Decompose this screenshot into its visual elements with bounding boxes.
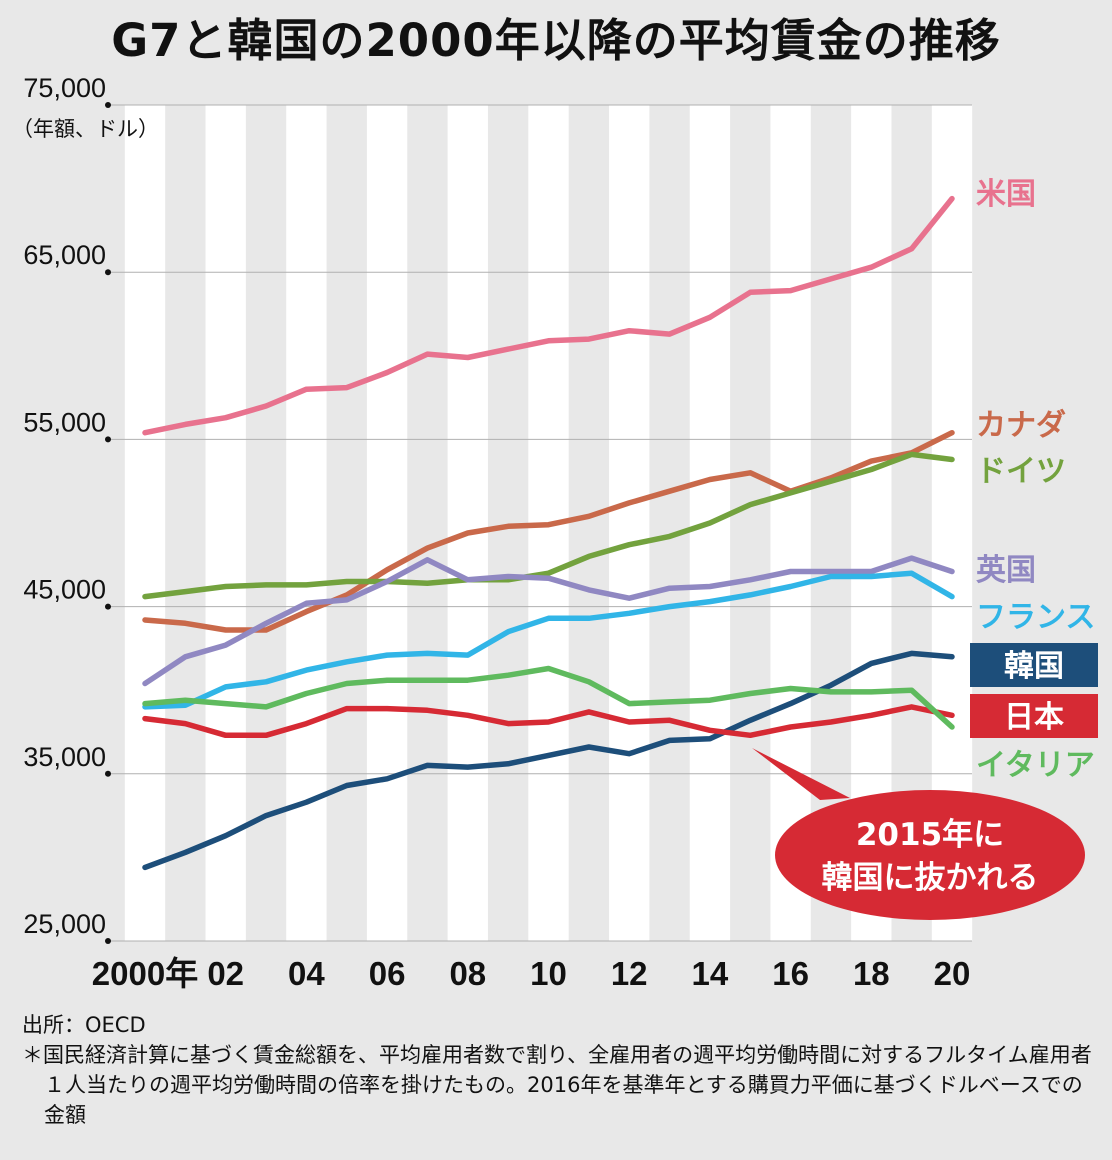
x-tick-label: 12 [611,955,648,992]
notes: 出所：OECD ＊国民経済計算に基づく賃金総額を、平均雇用者数で割り、全雇用者の… [22,1010,1102,1130]
callout-line-1: 2015年に [856,817,1004,853]
x-tick-label: 10 [530,955,567,992]
y-tick-dot [105,102,111,108]
x-tick-label: 20 [934,955,971,992]
stripe [609,105,650,941]
footnote: ＊国民経済計算に基づく賃金総額を、平均雇用者数で割り、全雇用者の週平均労働時間に… [22,1043,1092,1127]
horizontal-gridlines [108,104,972,942]
series-lines [142,195,955,871]
y-tick-label: 45,000 [23,575,106,605]
series-line-ドイツ [142,451,955,600]
y-tick-label: 65,000 [23,240,106,270]
x-tick-label: 02 [207,955,244,992]
series-label-フランス: フランス [976,600,1095,635]
series-line-米国 [142,195,955,436]
annotation-callout: 2015年に 韓国に抜かれる [752,748,1085,920]
series-label-カナダ: カナダ [976,408,1066,443]
stripe [447,105,488,941]
line-chart: 25,000 35,000 45,000 55,000 65,000 75,000 （年額… [12,73,1098,992]
y-tick-dot [105,938,111,944]
series-line-英国 [142,555,955,687]
series-label-日本: 日本 [1004,700,1064,735]
series-line-フランス [142,570,955,710]
y-tick-label: 75,000 [23,73,106,103]
y-unit-label: （年額、ドル） [12,117,159,141]
y-tick-dot [105,436,111,443]
y-tick-dot [105,770,111,777]
source-note: 出所：OECD [22,1013,146,1037]
callout-bubble [775,790,1085,920]
x-tick-label: 08 [449,955,486,992]
stripe [286,105,327,941]
x-tick-label: 14 [692,955,729,992]
y-tick-dot [105,269,111,276]
series-label-英国: 英国 [976,553,1036,588]
x-axis: 2000年 02 04 06 08 10 12 14 16 18 20 [92,955,971,992]
x-tick-label: 16 [772,955,809,992]
series-line-日本 [142,704,955,739]
series-label-box-日本 [970,694,1098,738]
callout-pointer [752,748,850,800]
series-label-イタリア: イタリア [976,748,1095,783]
series-label-box-韓国 [970,643,1098,687]
series-label-米国: 米国 [976,177,1036,212]
stripe [205,105,246,941]
y-tick-label: 35,000 [23,742,106,772]
x-tick-label: 06 [369,955,406,992]
series-label-韓国: 韓国 [1004,649,1064,684]
stripe [124,105,166,941]
y-tick-label: 55,000 [23,407,106,437]
callout-line-2: 韓国に抜かれる [822,860,1039,896]
stripe [770,105,811,941]
y-tick-dot [105,603,111,610]
series-label-ドイツ: ドイツ [976,454,1066,489]
y-tick-label: 25,000 [23,909,106,939]
stripe [366,105,408,941]
series-line-イタリア [142,665,955,730]
x-tick-label: 04 [288,955,325,992]
x-tick-label: 18 [853,955,890,992]
chart-title: G7と韓国の2000年以降の平均賃金の推移 [111,14,1001,67]
x-tick-label: 2000年 [92,955,198,992]
stripe-grid [124,105,973,941]
y-axis: 25,000 35,000 45,000 55,000 65,000 75,000 [23,73,111,944]
